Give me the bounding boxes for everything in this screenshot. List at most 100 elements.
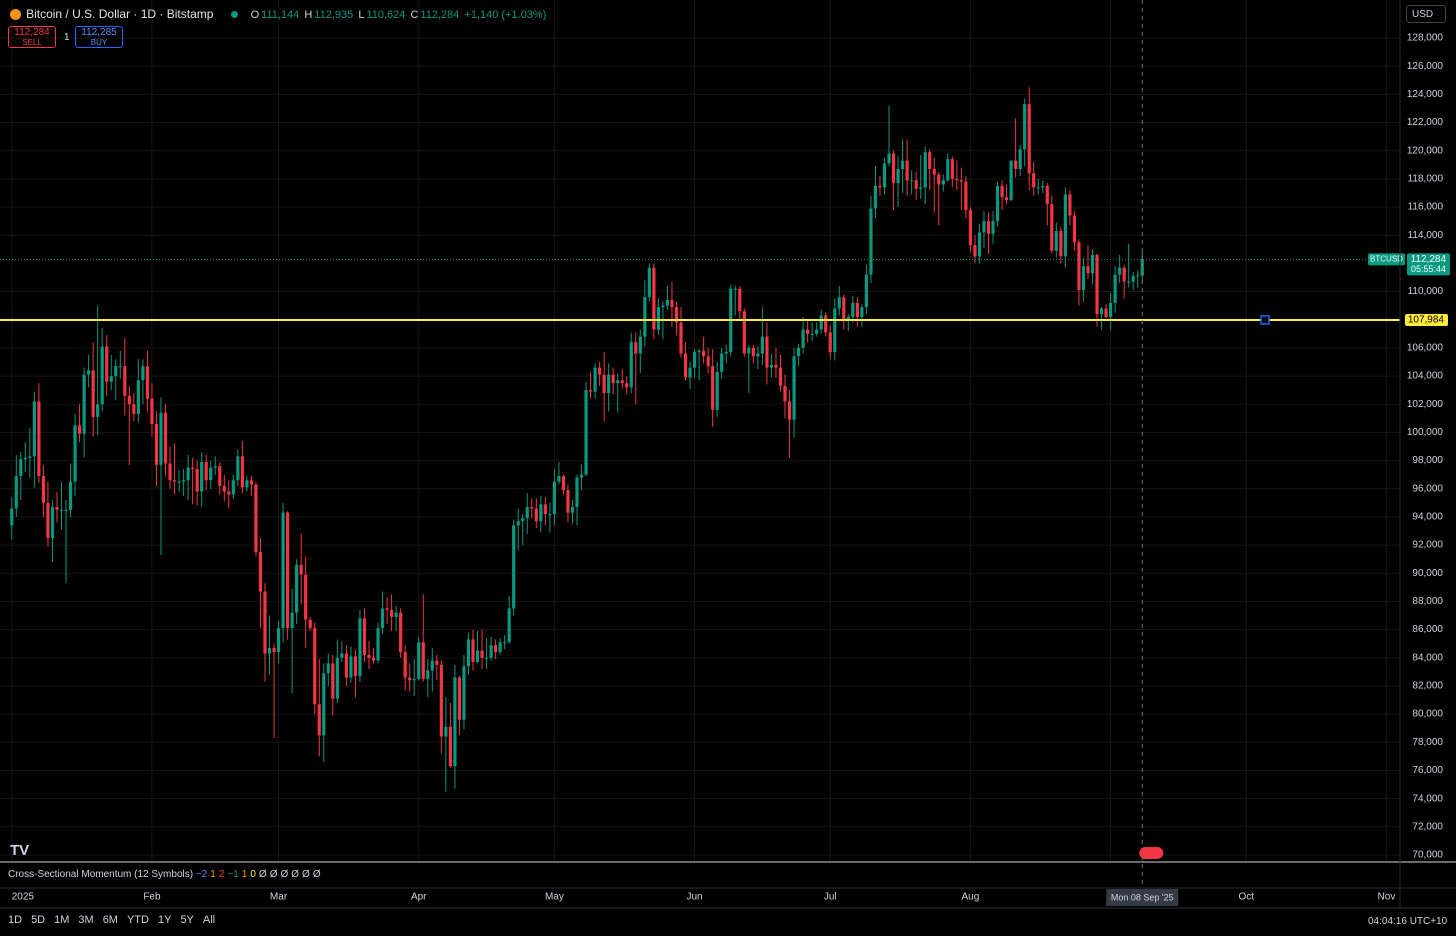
price-axis-bg xyxy=(1400,0,1456,908)
quantity: 1 xyxy=(64,32,70,43)
y-tick-label: 80,000 xyxy=(1412,709,1443,720)
candle-body xyxy=(661,305,665,308)
candle-body xyxy=(55,507,59,510)
candle-body xyxy=(32,401,36,457)
range-button[interactable]: 6M xyxy=(102,914,118,926)
y-tick-label: 84,000 xyxy=(1412,652,1443,663)
clock: 04:04:16 UTC+10 xyxy=(1368,916,1448,927)
y-tick-label: 74,000 xyxy=(1412,793,1443,804)
y-tick-label: 114,000 xyxy=(1408,230,1444,241)
candle-body xyxy=(702,350,706,357)
candle-body xyxy=(629,342,633,388)
candle-body xyxy=(304,574,308,620)
candle-body xyxy=(697,350,701,353)
indicator-value: 1 xyxy=(241,869,248,880)
crosshair-label: Mon 08 Sep '25 xyxy=(1111,892,1174,902)
candle-body xyxy=(299,564,303,575)
candle-body xyxy=(399,612,403,653)
y-tick-label: 96,000 xyxy=(1412,483,1443,494)
candle-body xyxy=(105,346,109,382)
candle-body xyxy=(430,660,434,671)
candle-body xyxy=(1004,197,1009,201)
candle-body xyxy=(1032,173,1036,188)
candle-body xyxy=(385,608,389,610)
countdown: 05:55:44 xyxy=(1411,264,1446,274)
candle-body xyxy=(145,366,150,399)
sell-label: SELL xyxy=(22,38,42,47)
y-tick-label: 110,000 xyxy=(1408,286,1444,297)
candle-body xyxy=(344,653,348,678)
candle-body xyxy=(833,308,837,353)
candle-body xyxy=(308,619,312,629)
candle-body xyxy=(616,380,620,384)
candle-body xyxy=(313,628,317,705)
range-button[interactable]: 1Y xyxy=(157,914,172,926)
last-price-tag xyxy=(1407,253,1450,276)
candle-body xyxy=(218,466,222,486)
candle-body xyxy=(37,401,41,477)
candle-body xyxy=(403,652,407,678)
candle-body xyxy=(1018,149,1022,170)
candle-body xyxy=(73,425,77,482)
currency-select[interactable]: USD xyxy=(1406,5,1446,23)
candle-body xyxy=(530,507,534,509)
x-tick-label: 2025 xyxy=(12,892,35,903)
candle-body xyxy=(959,180,963,182)
range-button[interactable]: 5Y xyxy=(180,914,194,926)
candle-body xyxy=(136,380,140,415)
range-toolbar: 1D 5D 1M 3M 6M YTD 1Y 5Y All xyxy=(8,914,224,926)
candle-body xyxy=(46,502,50,539)
ohlc-value: 112,935 xyxy=(314,9,354,21)
candle-body xyxy=(806,329,810,334)
candle-body xyxy=(869,208,873,275)
x-tick-label: Nov xyxy=(1378,892,1396,903)
candle-body xyxy=(412,678,416,681)
x-tick-label: Feb xyxy=(143,892,161,903)
candle-body xyxy=(760,336,765,354)
candle-body xyxy=(181,480,186,482)
candle-body xyxy=(1131,276,1135,282)
candle-body xyxy=(322,673,326,736)
ohlc-value: 112,284 xyxy=(420,9,460,21)
candle-body xyxy=(227,491,231,495)
candle-body xyxy=(986,221,991,234)
buy-button[interactable]: 112,285 BUY xyxy=(75,26,123,48)
candle-body xyxy=(127,395,131,405)
candle-body xyxy=(177,481,181,483)
candle-body xyxy=(851,302,855,317)
candle-body xyxy=(670,300,674,308)
candle-body xyxy=(941,180,945,185)
candle-body xyxy=(652,267,656,330)
indicator-value: Ø xyxy=(291,869,300,880)
y-tick-label: 126,000 xyxy=(1407,61,1444,72)
range-button[interactable]: 1M xyxy=(54,914,70,926)
candle-body xyxy=(1023,104,1027,150)
candle-body xyxy=(873,185,878,209)
status-dot xyxy=(230,11,238,18)
buy-label: BUY xyxy=(90,38,108,47)
range-button[interactable]: 1D xyxy=(8,914,23,926)
coin-icon xyxy=(10,9,21,20)
range-button[interactable]: All xyxy=(202,914,216,926)
candle-body xyxy=(249,480,254,485)
candle-body xyxy=(566,490,570,513)
range-button[interactable]: YTD xyxy=(126,914,149,926)
sell-button[interactable]: 112,284 SELL xyxy=(8,26,56,48)
sell-price: 112,284 xyxy=(14,27,50,38)
candle-body xyxy=(484,657,489,659)
range-button[interactable]: 3M xyxy=(78,914,94,926)
candle-body xyxy=(254,484,258,553)
ohlc-label: O xyxy=(250,9,260,21)
candle-body xyxy=(50,507,55,539)
range-button[interactable]: 5D xyxy=(31,914,46,926)
candle-body xyxy=(195,469,199,492)
candle-body xyxy=(444,726,448,737)
candle-body xyxy=(824,315,828,333)
candle-body xyxy=(891,153,896,184)
candle-body xyxy=(272,647,276,653)
candle-body xyxy=(471,639,475,662)
candle-body xyxy=(23,457,27,460)
candle-body xyxy=(1000,185,1004,198)
candle-body xyxy=(855,302,859,317)
candle-body xyxy=(408,677,412,681)
